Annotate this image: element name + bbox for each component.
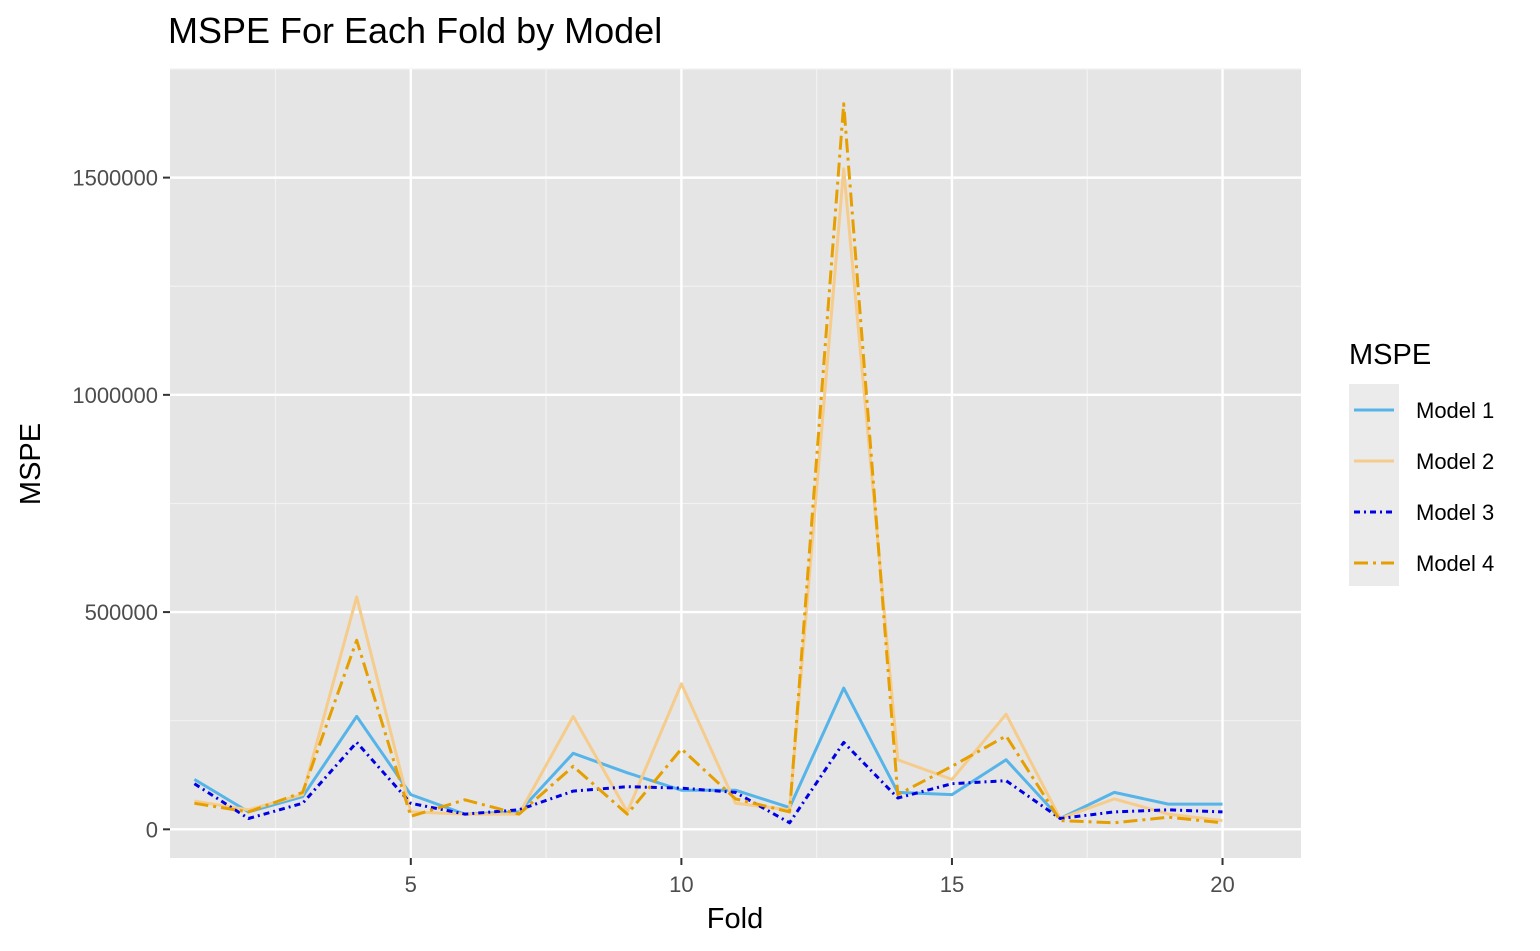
- series-lines: [193, 102, 1223, 825]
- x-axis-title: Fold: [707, 903, 763, 935]
- x-tick-label: 5: [405, 872, 417, 897]
- y-axis: 0 500000 1000000 1500000: [72, 166, 170, 842]
- legend-label-model-1: Model 1: [1416, 398, 1494, 423]
- y-tick-label: 1000000: [72, 383, 158, 408]
- legend-label-model-2: Model 2: [1416, 449, 1494, 474]
- y-tick-label: 1500000: [72, 166, 158, 191]
- x-tick-label: 15: [940, 872, 964, 897]
- y-tick-label: 0: [146, 817, 158, 842]
- y-axis-title: MSPE: [15, 423, 47, 505]
- legend-items: Model 1 Model 2 Model 3 Model 4: [1354, 398, 1494, 576]
- legend-key-background: [1349, 384, 1399, 586]
- plot-panel: [170, 69, 1301, 858]
- y-tick-label: 500000: [85, 600, 158, 625]
- x-axis: 5 10 15 20: [405, 858, 1235, 897]
- legend-label-model-3: Model 3: [1416, 500, 1494, 525]
- series-line-model-2: [194, 167, 1223, 823]
- legend-title: MSPE: [1349, 339, 1431, 371]
- legend-label-model-4: Model 4: [1416, 551, 1494, 576]
- major-gridlines: [170, 69, 1301, 858]
- x-tick-label: 10: [669, 872, 693, 897]
- chart-title: MSPE For Each Fold by Model: [168, 10, 662, 51]
- series-line-model-4: [194, 102, 1223, 825]
- legend: MSPE Model 1 Model 2 Model 3 Model 4: [1349, 339, 1494, 586]
- x-tick-label: 20: [1210, 872, 1234, 897]
